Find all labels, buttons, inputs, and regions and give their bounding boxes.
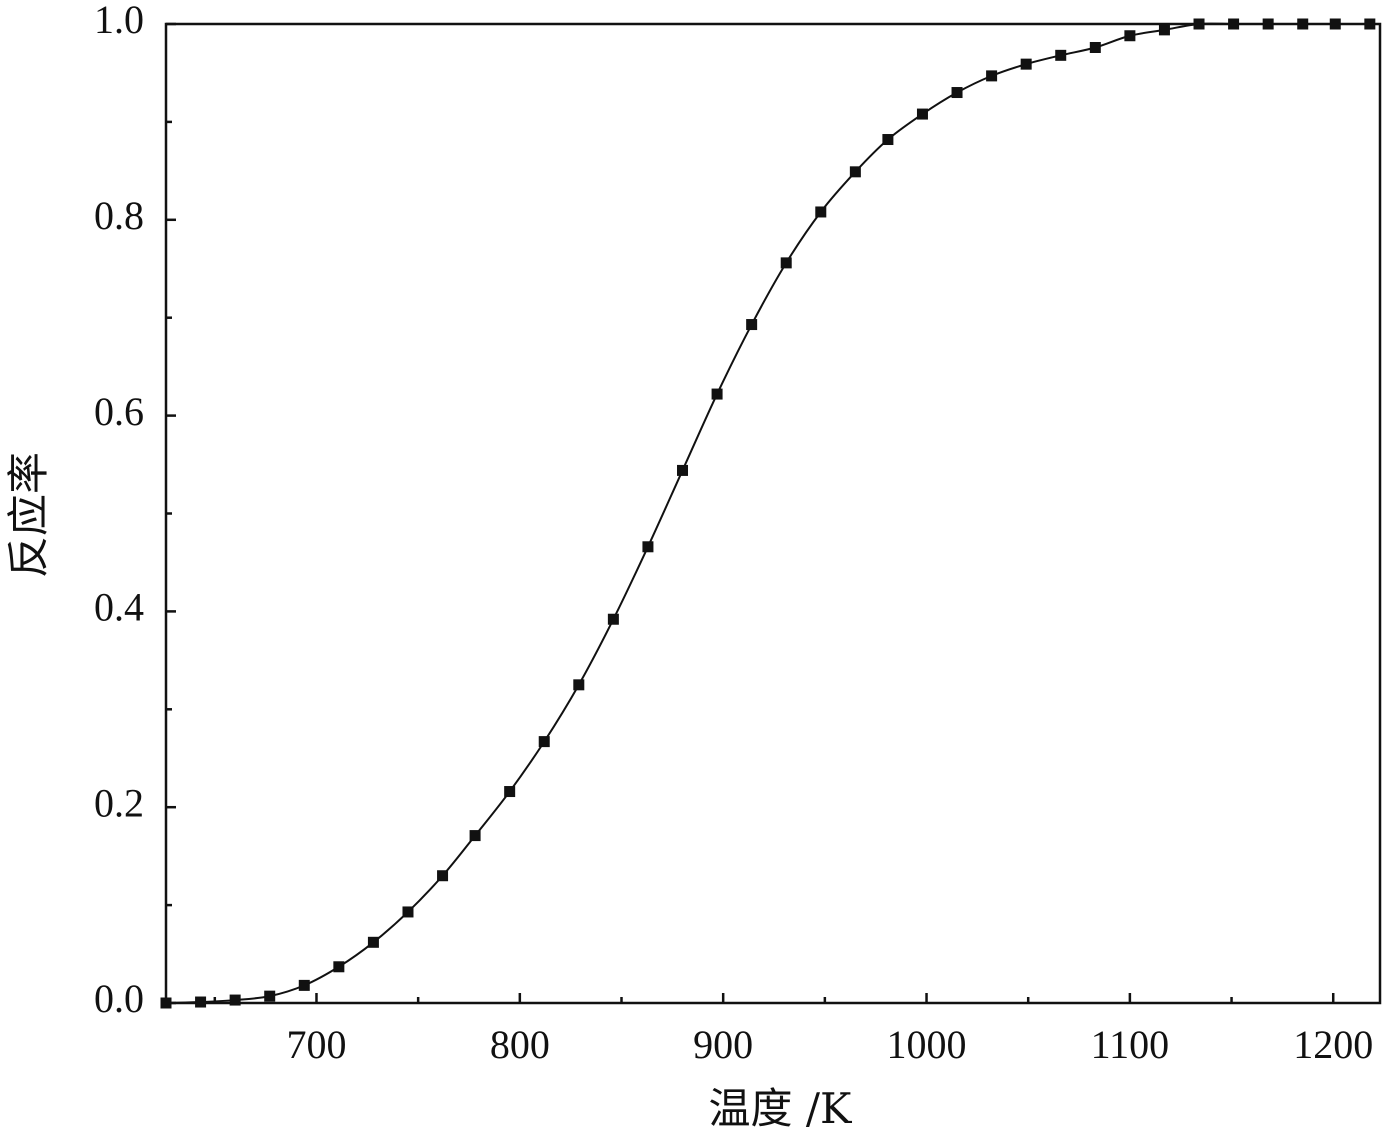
data-point bbox=[849, 166, 861, 178]
data-point bbox=[780, 257, 792, 269]
data-point bbox=[1228, 18, 1240, 30]
data-point bbox=[402, 906, 414, 918]
data-point bbox=[1262, 18, 1274, 30]
x-tick-label: 1100 bbox=[1091, 1022, 1170, 1067]
x-tick-label: 900 bbox=[693, 1022, 753, 1067]
data-point bbox=[573, 679, 585, 691]
x-tick-label: 800 bbox=[490, 1022, 550, 1067]
y-tick-label: 1.0 bbox=[94, 0, 144, 42]
data-point bbox=[815, 206, 827, 218]
x-tick-label: 1000 bbox=[887, 1022, 967, 1067]
y-tick-label: 0.8 bbox=[94, 193, 144, 238]
data-point bbox=[1193, 18, 1205, 30]
data-point bbox=[607, 613, 619, 625]
x-tick-label: 700 bbox=[286, 1022, 346, 1067]
data-point bbox=[504, 786, 516, 798]
data-point bbox=[882, 134, 894, 146]
data-point bbox=[711, 388, 723, 400]
data-point bbox=[538, 736, 550, 748]
x-axis-label: 温度 /K bbox=[709, 1084, 854, 1133]
y-tick-label: 0.0 bbox=[94, 976, 144, 1021]
y-tick-label: 0.2 bbox=[94, 780, 144, 825]
data-point bbox=[1055, 49, 1067, 61]
data-point bbox=[986, 70, 998, 82]
data-point bbox=[367, 936, 379, 948]
y-axis-label: 反应率 bbox=[4, 452, 53, 578]
y-tick-label: 0.4 bbox=[94, 585, 144, 630]
data-point bbox=[916, 108, 928, 120]
data-point bbox=[1020, 58, 1032, 70]
data-point bbox=[469, 830, 481, 842]
data-point bbox=[1329, 18, 1341, 30]
data-point bbox=[195, 996, 207, 1008]
data-point bbox=[1158, 24, 1170, 36]
data-point bbox=[1124, 30, 1136, 42]
data-point bbox=[437, 870, 449, 882]
data-point bbox=[1364, 18, 1376, 30]
data-point bbox=[951, 87, 963, 99]
data-line bbox=[165, 22, 1370, 1004]
data-point bbox=[1089, 41, 1101, 53]
plot-frame bbox=[164, 22, 1382, 1005]
data-point bbox=[333, 961, 345, 973]
data-point bbox=[264, 990, 276, 1002]
data-point bbox=[1297, 18, 1309, 30]
y-tick-label: 0.6 bbox=[94, 389, 144, 434]
data-point bbox=[229, 994, 241, 1006]
data-point bbox=[746, 319, 758, 331]
data-point bbox=[677, 464, 689, 476]
x-tick-label: 1200 bbox=[1293, 1022, 1373, 1067]
data-point bbox=[160, 997, 172, 1009]
data-point bbox=[642, 541, 654, 553]
data-point bbox=[298, 979, 310, 991]
